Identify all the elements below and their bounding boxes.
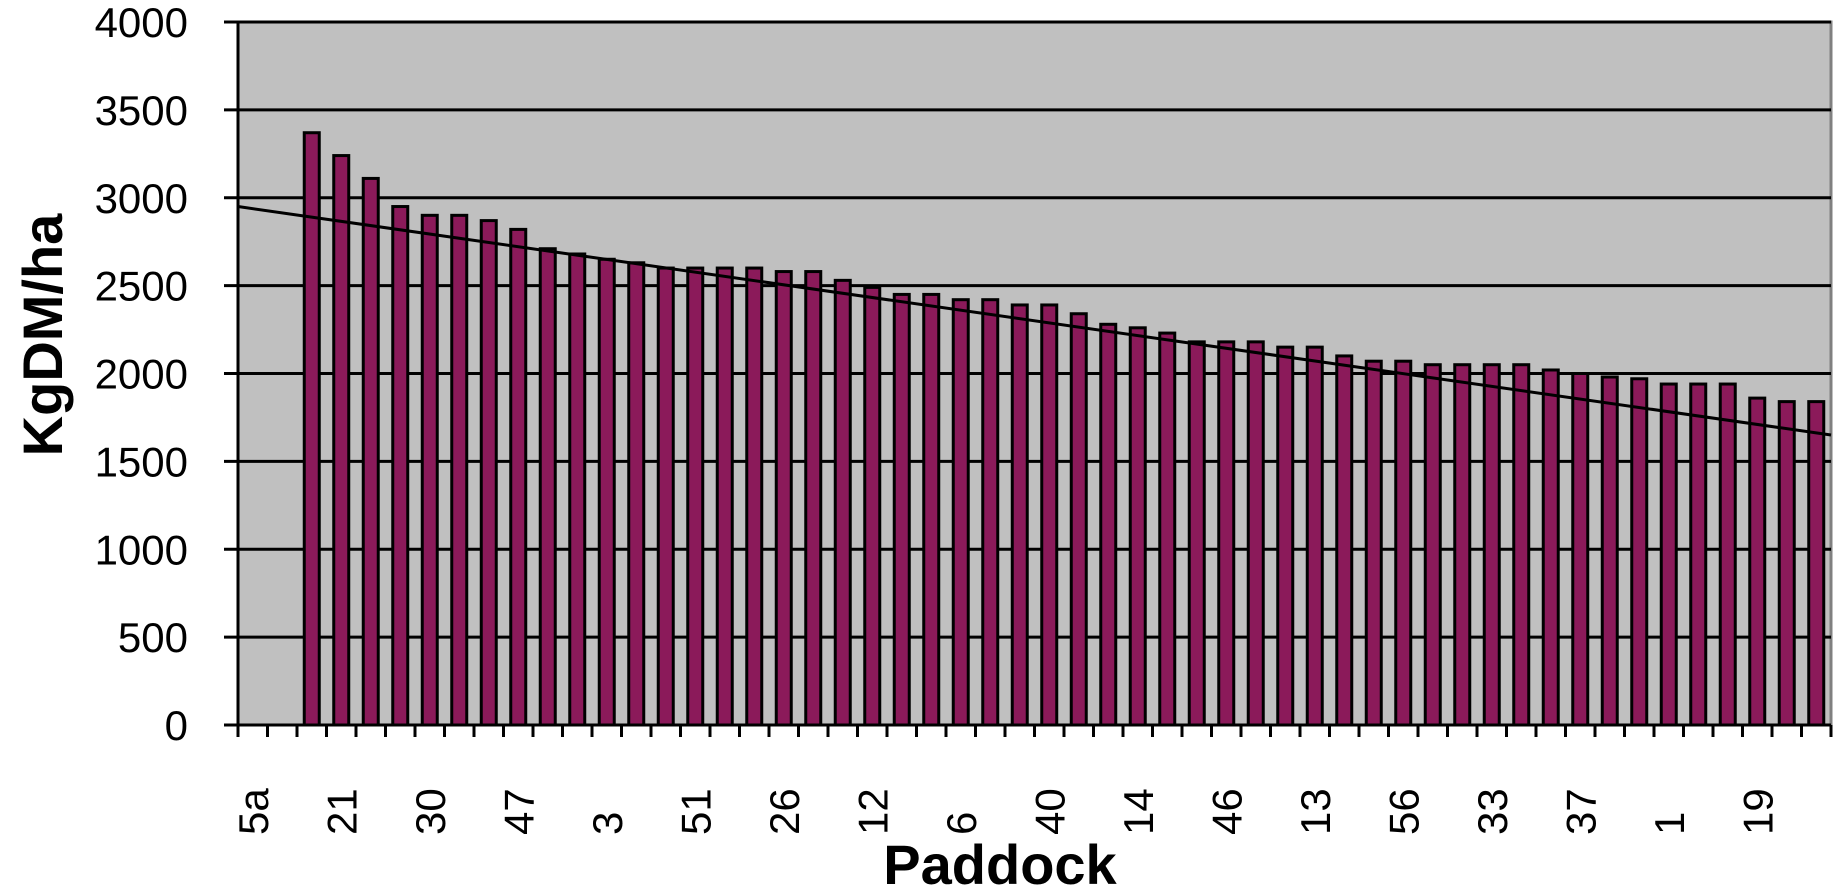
x-tick-label: 30 — [407, 788, 454, 835]
bar — [1453, 363, 1472, 727]
bar — [863, 285, 882, 727]
bar — [1158, 331, 1177, 727]
bar — [1689, 382, 1708, 727]
x-axis-title: Paddock — [883, 833, 1117, 895]
x-tick-labels: 5a 21 30 47 3 51 26 12 6 40 14 46 13 56 33 37 1 19 — [230, 788, 1782, 835]
bar — [332, 154, 351, 727]
bar — [833, 278, 852, 727]
x-tick-label: 51 — [672, 788, 719, 835]
y-tick-label: 500 — [118, 614, 188, 661]
bar — [1423, 363, 1442, 727]
bar — [1099, 322, 1118, 727]
bar — [361, 176, 380, 727]
bar — [1305, 345, 1324, 727]
bar — [922, 292, 941, 727]
bar — [1394, 359, 1413, 727]
x-tick-label: 21 — [318, 788, 365, 835]
bar — [745, 266, 764, 727]
bar — [715, 266, 734, 727]
bar — [1217, 340, 1236, 727]
bar — [568, 252, 587, 727]
bar — [1364, 359, 1383, 727]
y-tick-label: 3000 — [95, 175, 188, 222]
y-tick-label: 1500 — [95, 438, 188, 485]
x-tick-label: 14 — [1115, 788, 1162, 835]
bar — [1807, 400, 1826, 727]
bar — [1276, 345, 1295, 727]
bar — [450, 213, 469, 727]
x-tick-label: 33 — [1469, 788, 1516, 835]
y-tick-label: 2500 — [95, 263, 188, 310]
bar — [479, 219, 498, 727]
x-tick-label: 1 — [1646, 812, 1693, 835]
bar — [686, 266, 705, 727]
y-tick-labels: 0 500 1000 1500 2000 2500 3000 3500 4000 — [95, 0, 188, 749]
y-axis-title: KgDM/ha — [11, 213, 74, 457]
x-tick-label: 3 — [584, 812, 631, 835]
bar — [1571, 372, 1590, 727]
bar — [1718, 382, 1737, 727]
x-tick-label: 6 — [938, 812, 985, 835]
bar — [1010, 303, 1029, 727]
bar — [1748, 396, 1767, 727]
trendline — [237, 205, 1832, 437]
bar — [1600, 375, 1619, 727]
bar — [1541, 368, 1560, 727]
x-tick-label: 13 — [1292, 788, 1339, 835]
x-tick-label: 5a — [230, 788, 277, 835]
bar — [1335, 354, 1354, 727]
bar — [538, 247, 557, 727]
bar — [627, 261, 646, 727]
bar — [1659, 382, 1678, 727]
x-tick-label: 40 — [1026, 788, 1073, 835]
bar — [1069, 312, 1088, 727]
x-tick-label: 46 — [1203, 788, 1250, 835]
bar — [391, 205, 410, 727]
bar — [420, 213, 439, 727]
bar — [597, 257, 616, 727]
bar — [302, 131, 321, 727]
bar — [1777, 400, 1796, 727]
axes — [224, 20, 1833, 737]
bar — [804, 270, 823, 727]
bar — [656, 266, 675, 727]
bar — [509, 227, 528, 727]
x-tick-label: 26 — [761, 788, 808, 835]
x-tick-label: 19 — [1734, 788, 1781, 835]
bar — [1246, 340, 1265, 727]
y-tick-label: 1000 — [95, 526, 188, 573]
bar — [1040, 303, 1059, 727]
bar — [1482, 363, 1501, 727]
bar — [892, 292, 911, 727]
y-tick-label: 4000 — [95, 0, 188, 46]
y-tick-label: 3500 — [95, 87, 188, 134]
x-tick-label: 56 — [1380, 788, 1427, 835]
x-tick-label: 37 — [1557, 788, 1604, 835]
bar — [1128, 326, 1147, 727]
bar — [1187, 340, 1206, 727]
bar — [1630, 377, 1649, 727]
gridlines — [238, 20, 1831, 639]
bar — [774, 270, 793, 727]
bar — [951, 298, 970, 727]
bar — [1512, 363, 1531, 727]
x-tick-label: 12 — [849, 788, 896, 835]
bar — [981, 298, 1000, 727]
y-tick-label: 2000 — [95, 351, 188, 398]
y-tick-label: 0 — [165, 702, 188, 749]
x-tick-label: 47 — [495, 788, 542, 835]
